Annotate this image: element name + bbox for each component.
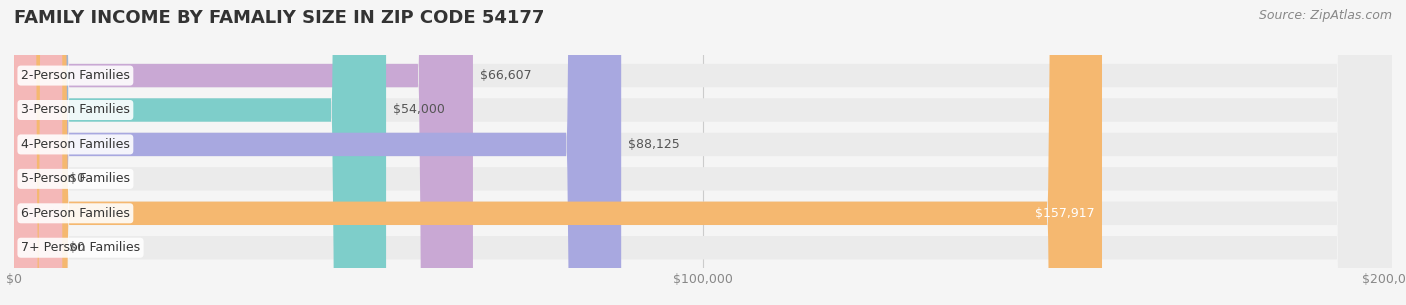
FancyBboxPatch shape (14, 0, 62, 305)
Text: $157,917: $157,917 (1035, 207, 1095, 220)
FancyBboxPatch shape (14, 0, 621, 305)
FancyBboxPatch shape (14, 0, 1392, 305)
Text: Source: ZipAtlas.com: Source: ZipAtlas.com (1258, 9, 1392, 22)
FancyBboxPatch shape (14, 0, 387, 305)
FancyBboxPatch shape (14, 0, 1392, 305)
Text: 7+ Person Families: 7+ Person Families (21, 241, 141, 254)
FancyBboxPatch shape (14, 0, 1392, 305)
Text: $66,607: $66,607 (479, 69, 531, 82)
Text: $88,125: $88,125 (628, 138, 681, 151)
Text: $54,000: $54,000 (394, 103, 444, 117)
FancyBboxPatch shape (14, 0, 1102, 305)
Text: 2-Person Families: 2-Person Families (21, 69, 129, 82)
Text: FAMILY INCOME BY FAMALIY SIZE IN ZIP CODE 54177: FAMILY INCOME BY FAMALIY SIZE IN ZIP COD… (14, 9, 544, 27)
Text: $0: $0 (69, 172, 86, 185)
Text: $0: $0 (69, 241, 86, 254)
FancyBboxPatch shape (14, 0, 1392, 305)
Text: 3-Person Families: 3-Person Families (21, 103, 129, 117)
FancyBboxPatch shape (14, 0, 472, 305)
Text: 6-Person Families: 6-Person Families (21, 207, 129, 220)
FancyBboxPatch shape (14, 0, 62, 305)
Text: 4-Person Families: 4-Person Families (21, 138, 129, 151)
Text: 5-Person Families: 5-Person Families (21, 172, 129, 185)
FancyBboxPatch shape (14, 0, 1392, 305)
FancyBboxPatch shape (14, 0, 1392, 305)
